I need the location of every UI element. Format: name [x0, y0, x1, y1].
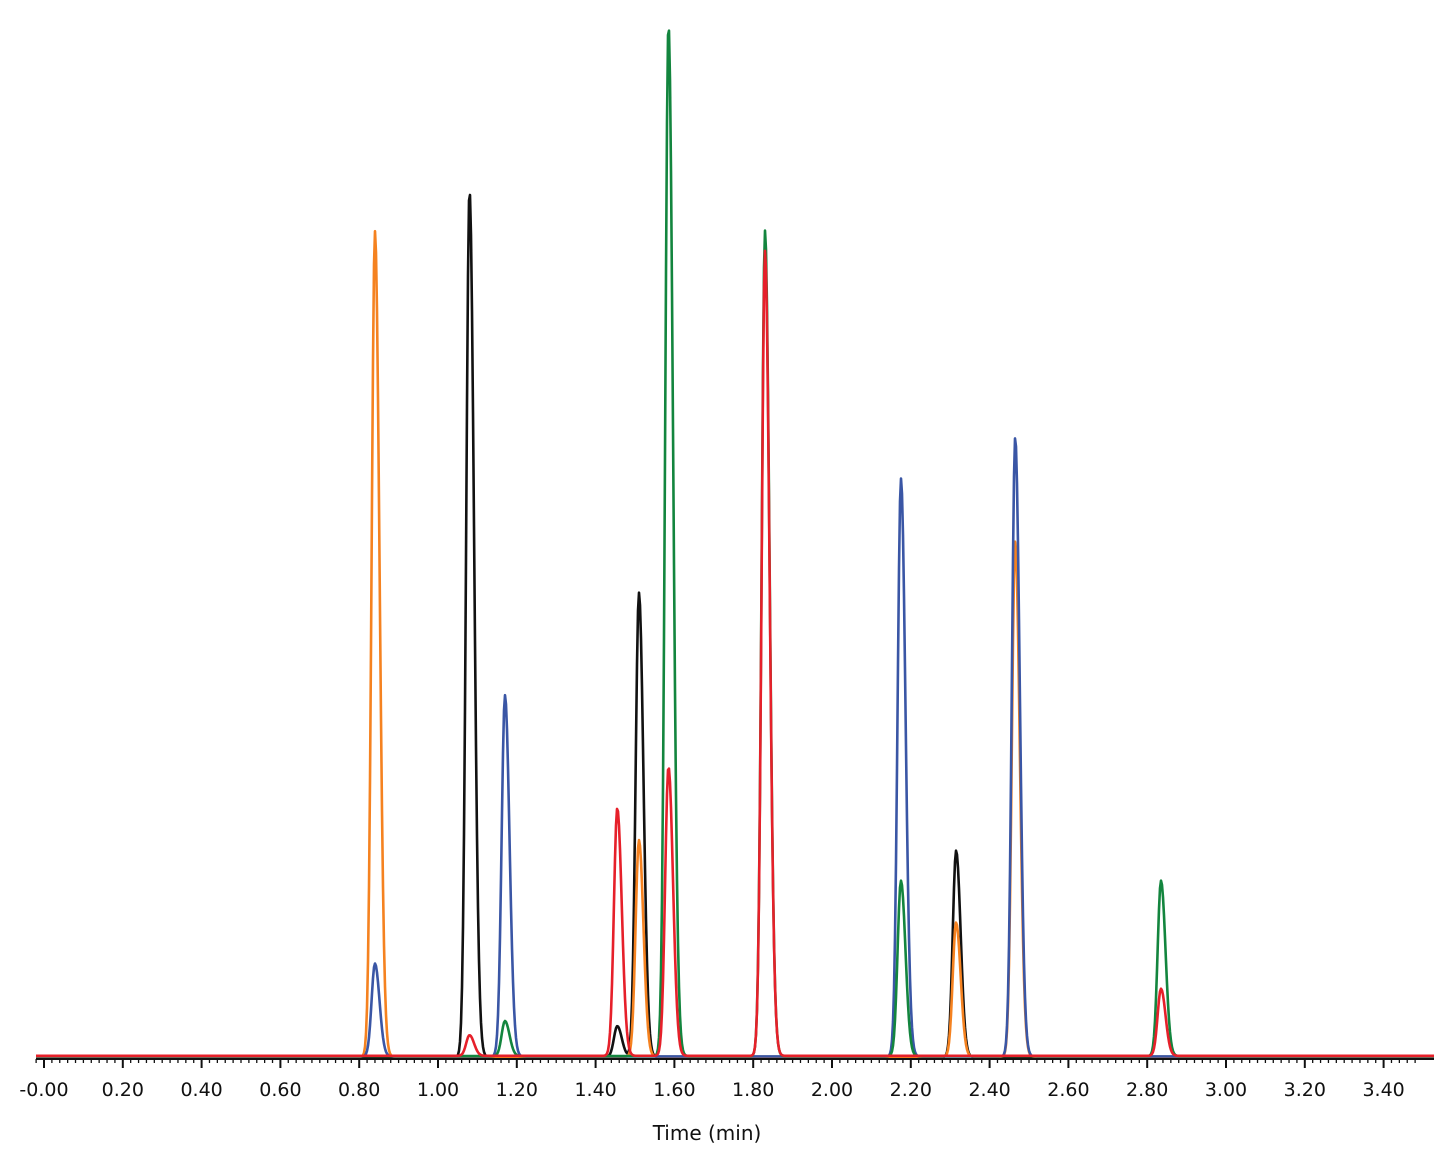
x-tick-label: 3.20	[1284, 1079, 1326, 1101]
x-axis: -0.00 0.20 0.40 0.60 0.80 1.00 1.20 1.40 1.60 1.8…	[19, 1058, 1434, 1101]
x-axis-label: Time (min)	[652, 1121, 762, 1145]
x-tick-label: 0.40	[180, 1079, 222, 1101]
x-tick-label: 0.80	[338, 1079, 380, 1101]
x-tick-label: 1.00	[417, 1079, 459, 1101]
x-tick-label: 1.40	[574, 1079, 616, 1101]
trace-line	[35, 193, 1435, 1059]
trace-line	[35, 249, 1435, 1058]
x-tick-label: 0.20	[102, 1079, 144, 1101]
x-tick-label: 0.60	[259, 1079, 301, 1101]
x-tick-label: 2.60	[1047, 1079, 1089, 1101]
x-tick-label: 1.20	[496, 1079, 538, 1101]
x-tick-label: 1.60	[653, 1079, 695, 1101]
x-tick-label: 3.40	[1362, 1079, 1404, 1101]
x-tick-label: 2.40	[968, 1079, 1010, 1101]
x-tick-label: 2.00	[811, 1079, 853, 1101]
x-tick-label: 3.00	[1205, 1079, 1247, 1101]
trace-line	[35, 229, 1435, 1058]
x-tick-label: -0.00	[19, 1079, 68, 1101]
x-tick-label: 2.80	[1126, 1079, 1168, 1101]
x-tick-label: 2.20	[890, 1079, 932, 1101]
chromatogram-traces	[35, 29, 1435, 1059]
trace-line	[35, 29, 1435, 1058]
x-tick-label: 1.80	[732, 1079, 774, 1101]
trace-line	[35, 437, 1435, 1058]
